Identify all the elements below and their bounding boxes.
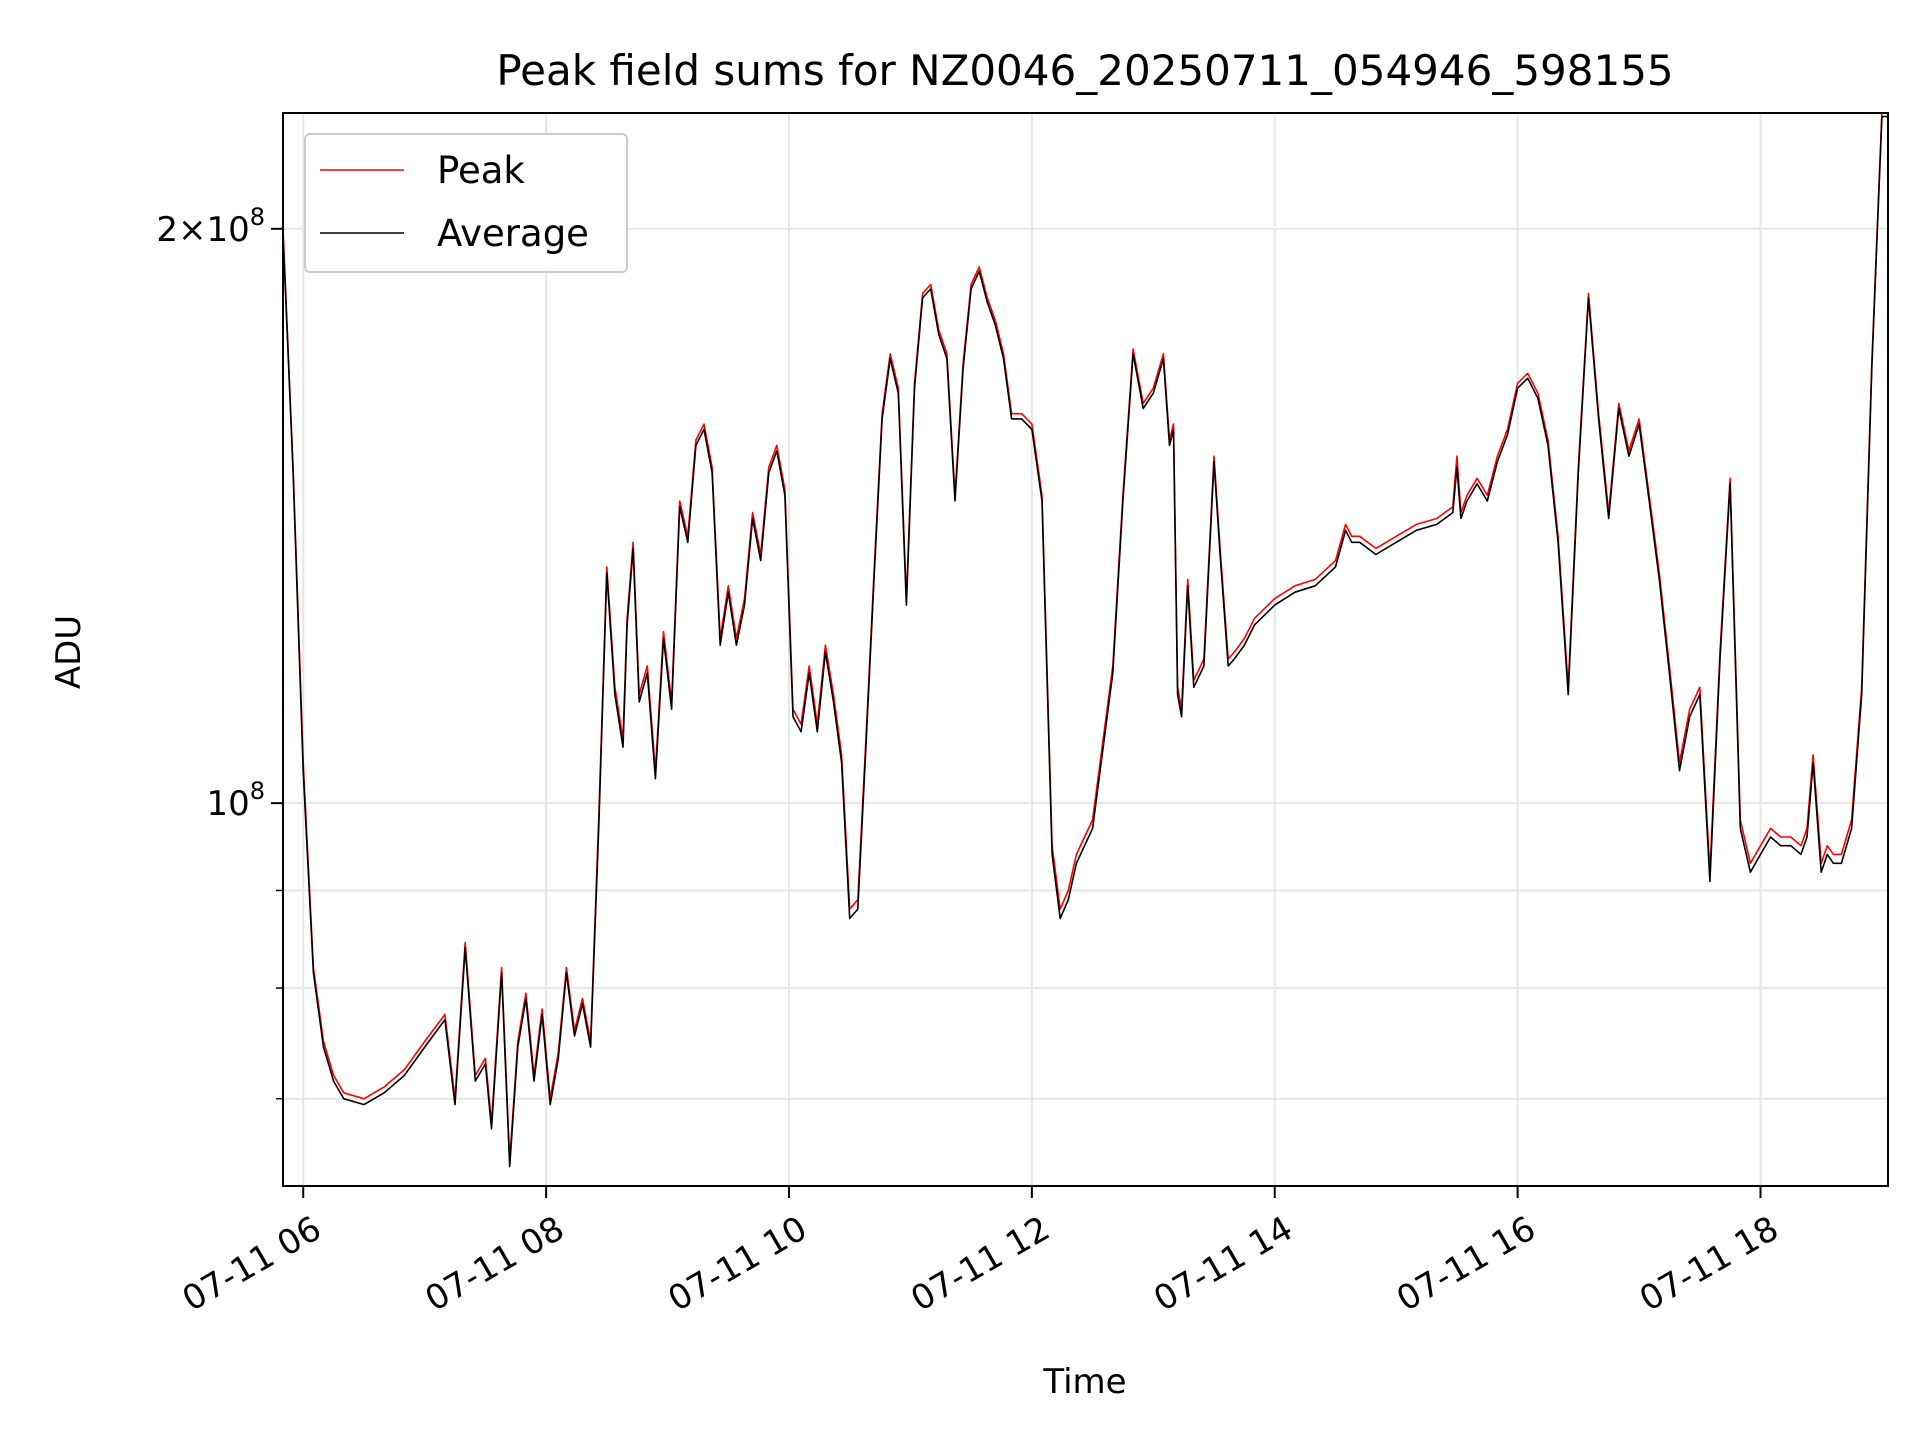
legend-box: [304, 133, 628, 273]
x-axis-label: Time: [1042, 1362, 1126, 1402]
chart-title: Peak field sums for NZ0046_20250711_0549…: [496, 46, 1673, 95]
series-group: [283, 113, 1888, 1168]
y-axis-label: ADU: [49, 615, 89, 689]
series-line-average: [283, 115, 1888, 1168]
legend-label-peak: Peak: [437, 149, 525, 192]
plot-frame: [282, 112, 1889, 1187]
y-tick-label: 2×108: [156, 203, 265, 250]
legend-label-average: Average: [437, 212, 589, 255]
y-tick-label: 108: [206, 777, 265, 824]
legend: Peak Average: [304, 133, 628, 273]
